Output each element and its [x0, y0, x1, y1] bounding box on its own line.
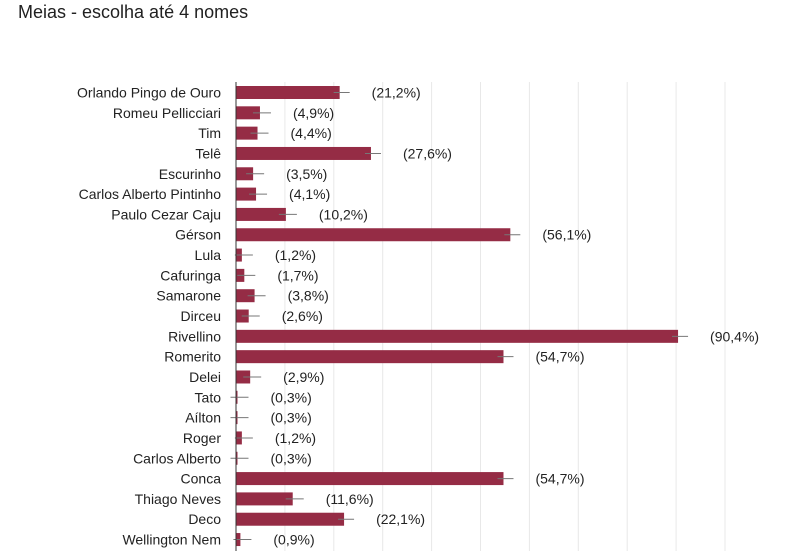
category-label: Escurinho: [159, 166, 221, 182]
category-label: Tim: [198, 125, 221, 141]
value-label: (90,4%): [710, 328, 759, 344]
category-label: Paulo Cezar Caju: [111, 206, 221, 222]
value-label: (1,2%): [275, 430, 316, 446]
category-label: Tato: [195, 389, 222, 405]
bar: [236, 86, 340, 99]
category-label: Carlos Alberto: [133, 450, 221, 466]
bars: [236, 86, 679, 547]
category-label: Lula: [195, 247, 222, 263]
value-label: (10,2%): [319, 206, 368, 222]
category-label: Deco: [188, 511, 221, 527]
bar: [236, 289, 255, 303]
value-label: (22,1%): [376, 511, 425, 527]
value-label: (4,1%): [289, 186, 330, 202]
value-label: (3,5%): [286, 166, 327, 182]
category-labels: Orlando Pingo de Ouro Romeu Pellicciari Ti…: [77, 85, 221, 548]
bar: [236, 472, 504, 486]
bar: [236, 512, 345, 526]
chart-title: Meias - escolha até 4 nomes: [18, 2, 249, 22]
value-label: (54,7%): [535, 349, 584, 365]
bar: [236, 187, 257, 201]
bar: [236, 167, 254, 181]
category-label: Telê: [195, 145, 221, 161]
category-label: Carlos Alberto Pintinho: [79, 186, 222, 202]
value-label: (0,3%): [271, 450, 312, 466]
category-label: Cafuringa: [160, 267, 221, 283]
bar: [236, 350, 504, 364]
value-label: (0,3%): [271, 389, 312, 405]
category-label: Wellington Nem: [122, 532, 221, 548]
category-label: Aílton: [185, 410, 221, 426]
value-label: (1,7%): [277, 267, 318, 283]
value-labels: (21,2%) (4,9%) (4,4%) (27,6%) (3,5%) (4,1%) (1…: [271, 85, 760, 548]
bar: [236, 126, 258, 140]
value-label: (0,9%): [273, 532, 314, 548]
value-label: (4,9%): [293, 105, 334, 121]
category-label: Orlando Pingo de Ouro: [77, 85, 221, 101]
value-label: (0,3%): [271, 410, 312, 426]
category-label: Gérson: [175, 227, 221, 243]
error-bars: [230, 92, 689, 541]
category-label: Dirceu: [181, 308, 221, 324]
bar: [236, 207, 286, 221]
value-label: (2,9%): [283, 369, 324, 385]
category-label: Romeu Pellicciari: [113, 105, 221, 121]
value-label: (56,1%): [542, 227, 591, 243]
bar: [236, 492, 293, 506]
category-label: Rivellino: [168, 328, 221, 344]
category-label: Thiago Neves: [135, 491, 221, 507]
value-label: (27,6%): [403, 145, 452, 161]
category-label: Samarone: [156, 288, 221, 304]
value-label: (3,8%): [288, 288, 329, 304]
category-label: Conca: [181, 471, 222, 487]
category-label: Romerito: [164, 349, 221, 365]
bar: [236, 228, 511, 242]
value-label: (54,7%): [535, 471, 584, 487]
value-label: (2,6%): [282, 308, 323, 324]
bar: [236, 146, 371, 160]
category-label: Roger: [183, 430, 221, 446]
bar: [236, 106, 260, 120]
value-label: (21,2%): [372, 85, 421, 101]
bar: [236, 329, 679, 343]
category-label: Delei: [189, 369, 221, 385]
value-label: (11,6%): [326, 491, 374, 507]
value-label: (4,4%): [291, 125, 332, 141]
bar: [236, 370, 251, 384]
value-label: (1,2%): [275, 247, 316, 263]
